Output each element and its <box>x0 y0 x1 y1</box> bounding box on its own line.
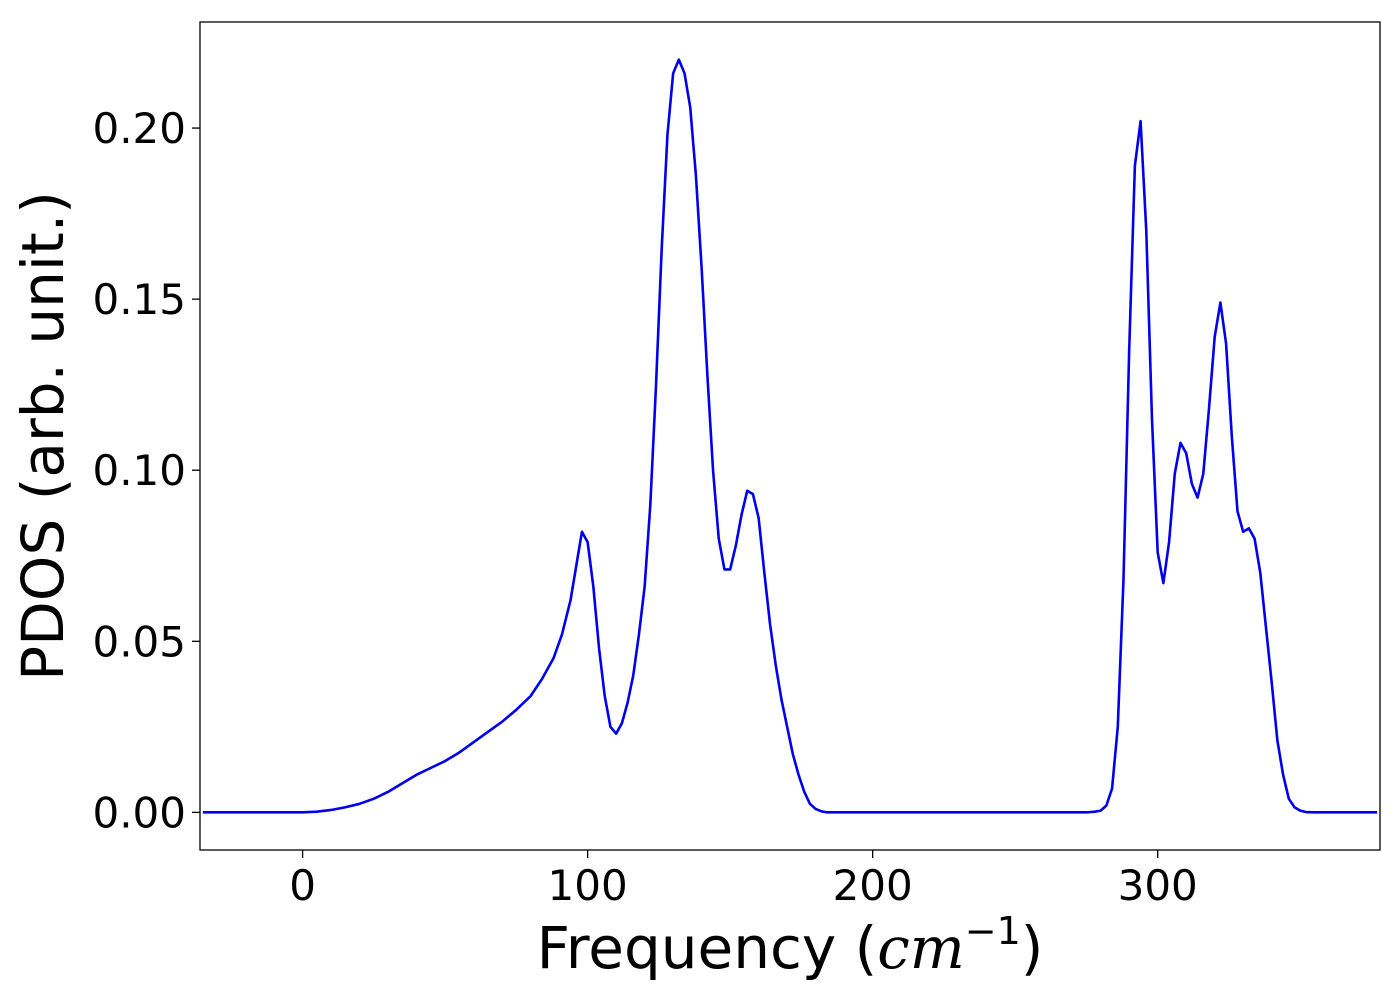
y-tick-label: 0.20 <box>92 104 186 153</box>
pdos-series-line-0 <box>202 58 1378 814</box>
x-tick-label: 100 <box>548 861 628 910</box>
x-tick-label: 300 <box>1118 861 1198 910</box>
plot-area <box>199 21 1381 851</box>
y-axis-label: PDOS (arb. unit.) <box>9 191 77 681</box>
y-tick-label: 0.10 <box>92 446 186 495</box>
x-tick-label: 200 <box>833 861 913 910</box>
y-axis-ticks: 0.00 0.05 0.10 0.15 0.20 <box>92 104 200 837</box>
x-tick-label: 0 <box>289 861 316 910</box>
y-tick-label: 0.00 <box>92 788 186 837</box>
x-axis-label: Frequency (cm−1) <box>537 909 1044 982</box>
x-axis-ticks: 0 100 200 300 <box>289 850 1198 910</box>
y-tick-label: 0.15 <box>92 275 186 324</box>
series-layer <box>202 58 1378 814</box>
y-tick-label: 0.05 <box>92 617 186 666</box>
